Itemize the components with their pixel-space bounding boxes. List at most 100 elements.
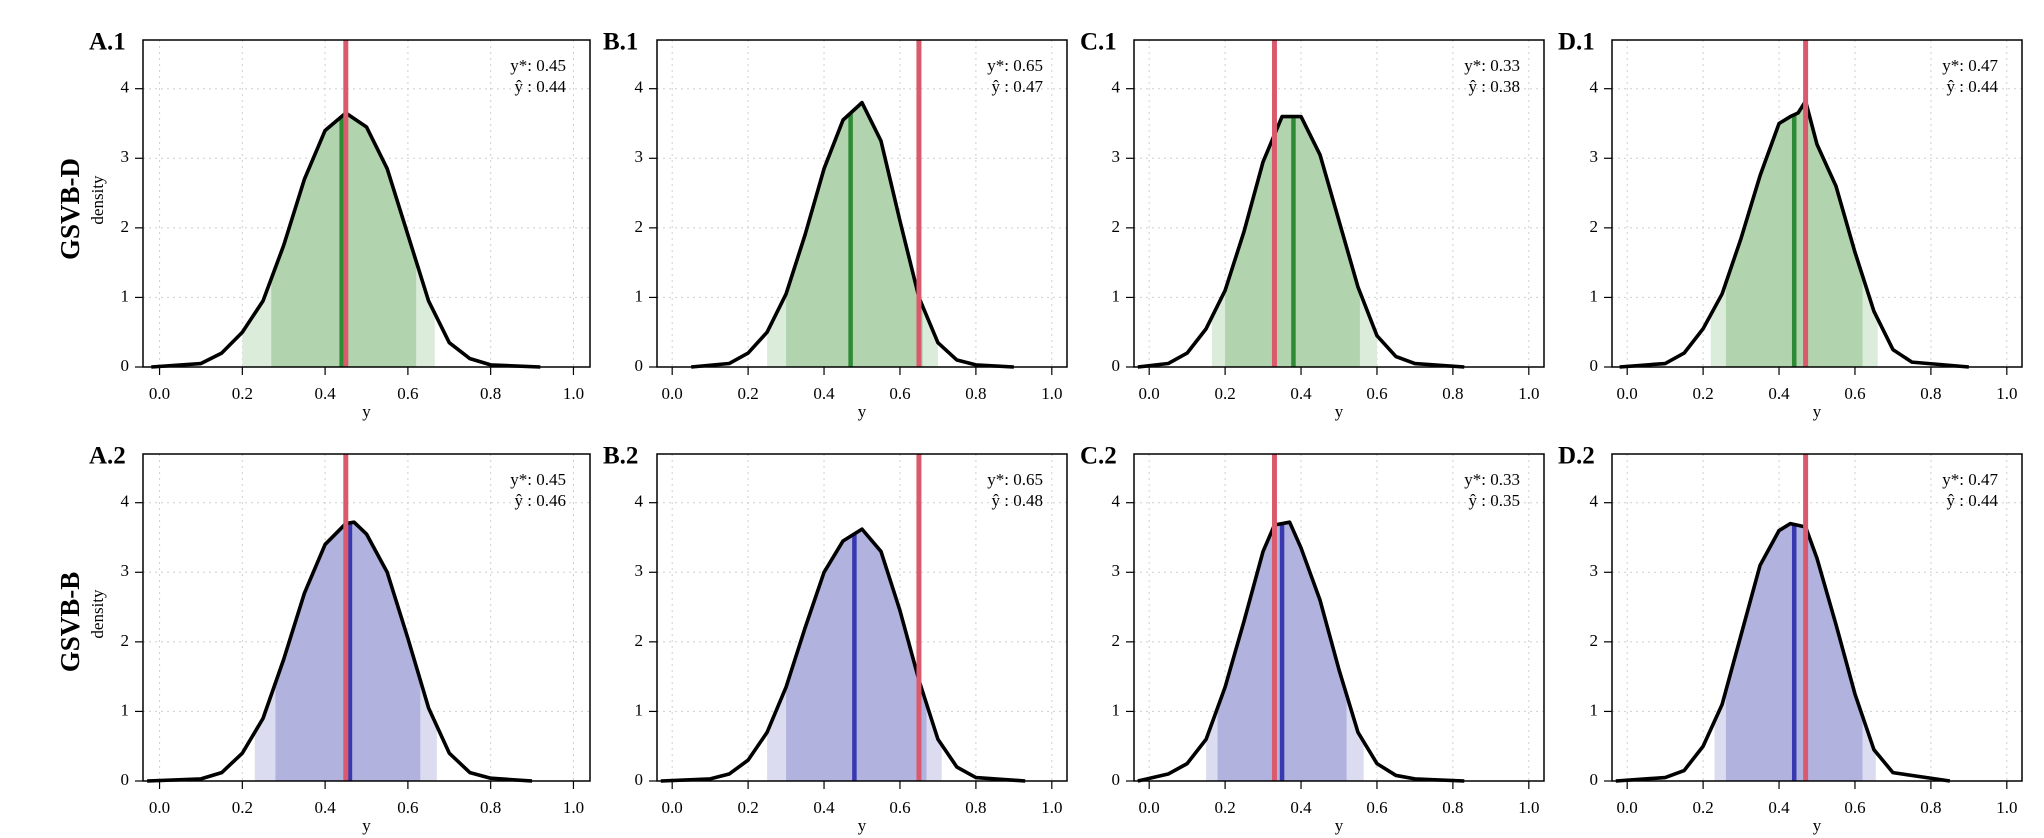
row-label: GSVB-D — [55, 158, 85, 260]
y-tick-label: 0 — [635, 356, 644, 375]
y-tick-label: 2 — [635, 217, 644, 236]
y-tick-label: 3 — [1590, 561, 1599, 580]
plot-frame — [656, 453, 1068, 782]
x-axis-label: y — [858, 402, 867, 421]
density-curve — [1137, 114, 1465, 369]
x-tick-label: 0.6 — [397, 384, 418, 403]
x-tick-label: 0.2 — [737, 384, 758, 403]
x-tick-label: 1.0 — [563, 798, 584, 817]
annotation: ŷ : 0.38 — [1469, 77, 1520, 96]
plot-frame — [1611, 39, 2023, 368]
y-tick-label: 1 — [1112, 700, 1121, 719]
annotation: y*: 0.45 — [510, 56, 566, 75]
y-tick-label: 1 — [121, 286, 130, 305]
y-tick-label: 0 — [1112, 356, 1121, 375]
y-tick-label: 2 — [121, 631, 130, 650]
panel-title: B.1 — [603, 29, 638, 56]
density-curve — [1137, 520, 1465, 783]
y-tick-label: 0 — [121, 770, 130, 789]
density-curve — [147, 520, 533, 783]
x-tick-label: 0.0 — [1617, 798, 1638, 817]
annotation: ŷ : 0.47 — [992, 77, 1044, 96]
x-tick-label: 0.2 — [1692, 384, 1713, 403]
x-tick-label: 0.4 — [1768, 798, 1790, 817]
x-tick-label: 0.8 — [480, 384, 501, 403]
plot-frame — [656, 39, 1068, 368]
x-tick-label: 0.4 — [813, 798, 835, 817]
interval-area — [1225, 116, 1360, 367]
x-axis-label: y — [1813, 816, 1822, 835]
panel-title: D.1 — [1558, 29, 1595, 56]
y-tick-label: 4 — [121, 492, 130, 511]
plot-frame — [142, 39, 591, 368]
x-tick-label: 0.8 — [1442, 384, 1463, 403]
annotation: ŷ : 0.46 — [515, 491, 566, 510]
annotation: ŷ : 0.44 — [515, 77, 567, 96]
y-tick-label: 0 — [1590, 770, 1599, 789]
x-tick-label: 0.2 — [737, 798, 758, 817]
y-tick-label: 1 — [635, 286, 644, 305]
y-tick-label: 1 — [121, 700, 130, 719]
x-tick-label: 0.4 — [1290, 384, 1312, 403]
interval-area — [1217, 522, 1347, 781]
density-curve — [691, 100, 1014, 369]
y-tick-label: 3 — [635, 561, 644, 580]
x-tick-label: 0.0 — [662, 798, 683, 817]
density-curve — [1615, 521, 1951, 783]
y-tick-label: 2 — [1590, 217, 1599, 236]
x-tick-label: 0.0 — [1617, 384, 1638, 403]
x-tick-label: 0.6 — [1366, 798, 1387, 817]
annotation: ŷ : 0.35 — [1469, 491, 1520, 510]
y-tick-label: 4 — [1590, 492, 1599, 511]
x-tick-label: 1.0 — [1996, 798, 2017, 817]
y-tick-label: 2 — [635, 631, 644, 650]
y-tick-label: 3 — [1590, 147, 1599, 166]
y-tick-label: 1 — [635, 700, 644, 719]
x-axis-label: y — [1335, 402, 1344, 421]
x-tick-label: 0.0 — [1139, 384, 1160, 403]
interval-area — [1725, 523, 1863, 781]
x-tick-label: 0.8 — [1442, 798, 1463, 817]
y-tick-label: 1 — [1112, 286, 1121, 305]
plot-frame — [142, 453, 591, 782]
x-tick-label: 0.6 — [889, 798, 910, 817]
annotation: y*: 0.33 — [1464, 470, 1520, 489]
x-tick-label: 0.6 — [1844, 798, 1865, 817]
y-tick-label: 0 — [1590, 356, 1599, 375]
interval-area — [786, 102, 923, 367]
x-tick-label: 1.0 — [1041, 384, 1062, 403]
x-tick-label: 0.6 — [1844, 384, 1865, 403]
y-tick-label: 0 — [1112, 770, 1121, 789]
y-tick-label: 4 — [1112, 492, 1121, 511]
x-tick-label: 0.0 — [662, 384, 683, 403]
row-label: GSVB-B — [55, 572, 85, 673]
x-tick-label: 0.4 — [314, 798, 336, 817]
plot-frame — [1133, 39, 1545, 368]
annotation: y*: 0.47 — [1942, 56, 1998, 75]
x-tick-label: 0.2 — [232, 798, 253, 817]
plot-frame — [1611, 453, 2023, 782]
annotation: ŷ : 0.48 — [992, 491, 1043, 510]
x-tick-label: 1.0 — [1041, 798, 1062, 817]
x-tick-label: 0.6 — [889, 384, 910, 403]
x-tick-label: 0.4 — [813, 384, 835, 403]
y-tick-label: 1 — [1590, 286, 1599, 305]
panel-title: C.1 — [1080, 29, 1117, 56]
annotation: y*: 0.47 — [1942, 470, 1998, 489]
x-tick-label: 0.2 — [232, 384, 253, 403]
x-axis-label: y — [1335, 816, 1344, 835]
panel-title: A.2 — [89, 443, 126, 470]
x-tick-label: 0.2 — [1214, 384, 1235, 403]
annotation: y*: 0.65 — [987, 470, 1043, 489]
panel: 0.0 0.2 0.4 0.6 0.8 1.0 0 1 2 3 4 B.1 y y*: 0.65 ŷ : 0… — [603, 29, 1068, 421]
annotation: y*: 0.33 — [1464, 56, 1520, 75]
x-tick-label: 0.8 — [965, 798, 986, 817]
x-tick-label: 0.6 — [397, 798, 418, 817]
x-tick-label: 0.8 — [965, 384, 986, 403]
panel: 0.0 0.2 0.4 0.6 0.8 1.0 0 1 2 3 4 A.1 y density y*: 0.… — [88, 29, 591, 421]
y-tick-label: 0 — [635, 770, 644, 789]
y-tick-label: 1 — [1590, 700, 1599, 719]
y-tick-label: 4 — [635, 78, 644, 97]
x-axis-label: y — [858, 816, 867, 835]
y-tick-label: 2 — [1112, 631, 1121, 650]
